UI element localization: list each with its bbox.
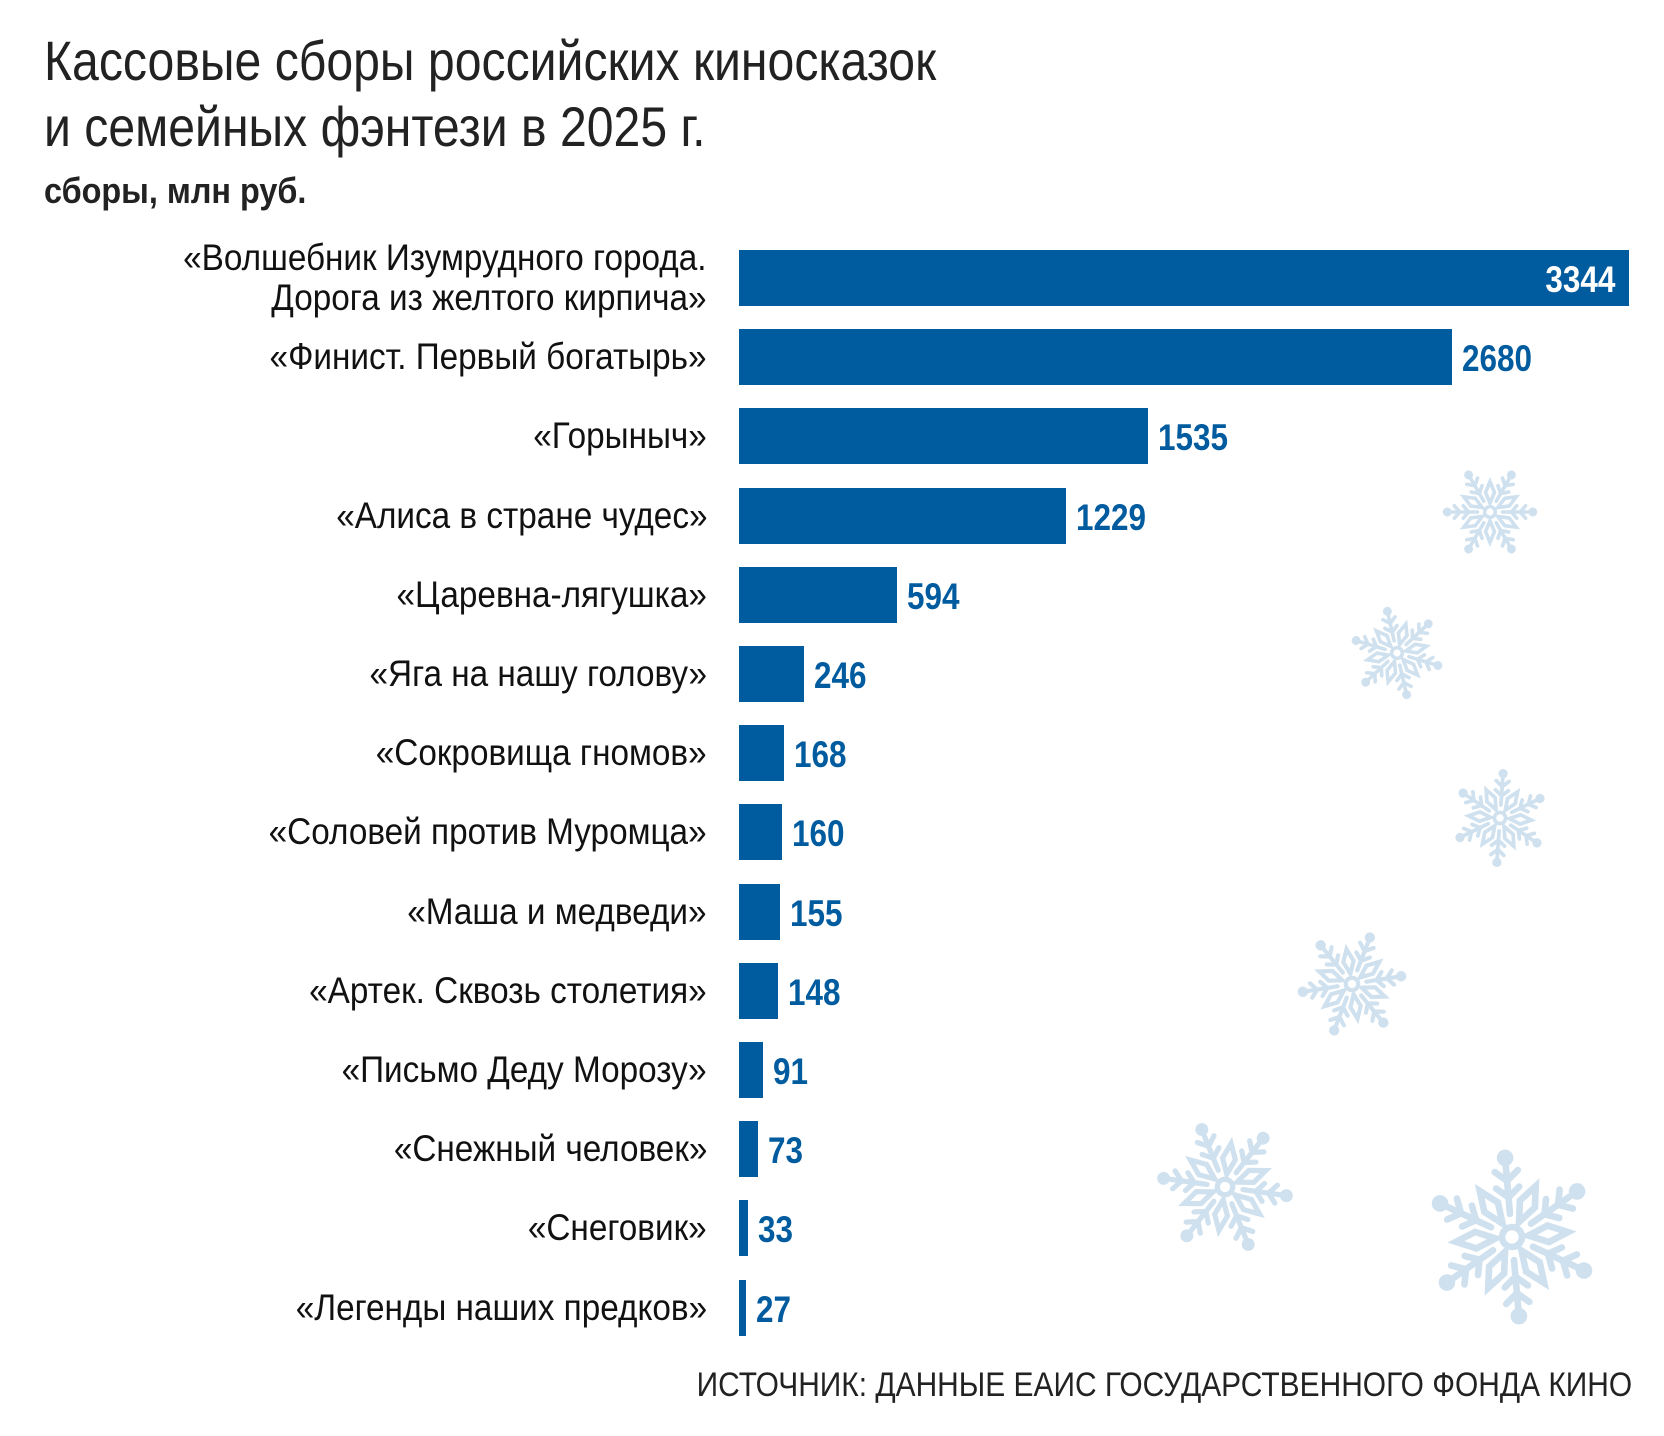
value-label: 73	[768, 1130, 804, 1172]
chart-title-line-1: Кассовые сборы российских киносказок	[44, 29, 937, 92]
value-label: 155	[790, 892, 843, 934]
category-label: «Артек. Сквозь столетия»	[309, 969, 707, 1011]
category-label: «Соловей против Муромца»	[269, 811, 707, 853]
snowflake-icon	[1442, 470, 1538, 554]
value-label: 594	[907, 575, 960, 617]
snowflake-icon	[1455, 768, 1545, 868]
chart-subtitle: сборы, млн руб.	[44, 170, 307, 211]
chart-title: Кассовые сборы российских киносказок и с…	[44, 28, 936, 160]
category-label: «Письмо Деду Морозу»	[341, 1049, 707, 1090]
snowflake-icon	[1157, 1123, 1293, 1251]
value-label: 160	[791, 813, 845, 855]
category-label: «Снеговик»	[528, 1207, 707, 1249]
value-label: 3344	[1545, 259, 1615, 300]
value-label: 1535	[1157, 417, 1228, 459]
snowflake-icon	[1351, 606, 1443, 700]
bar	[739, 1279, 747, 1336]
value-label: 27	[756, 1288, 792, 1330]
bar	[739, 566, 898, 623]
category-label: «Алиса в стране чудес»	[335, 494, 707, 536]
value-label: 2680	[1462, 338, 1533, 380]
value-label: 148	[788, 971, 841, 1013]
bar	[739, 1121, 759, 1178]
category-label: «Сокровища гномов»	[376, 732, 707, 774]
bar	[739, 487, 1067, 544]
value-label: 91	[773, 1051, 809, 1092]
bar	[739, 883, 781, 940]
bar	[739, 1042, 764, 1098]
value-label: 246	[814, 655, 867, 696]
category-label: «Царевна-лягушка»	[396, 573, 707, 615]
value-label: 1229	[1076, 496, 1147, 538]
bar	[739, 646, 805, 702]
category-label-line: Дорога из желтого кирпича»	[271, 277, 707, 318]
category-label: «Волшебник Изумрудного города. Дорога из …	[184, 238, 707, 318]
value-label: 168	[793, 734, 847, 776]
bar	[739, 329, 1453, 386]
bar	[739, 250, 1629, 306]
category-label-line: «Волшебник Изумрудного города.	[183, 237, 707, 278]
bar	[739, 962, 779, 1019]
value-label: 33	[757, 1209, 793, 1251]
bar	[739, 1200, 748, 1257]
category-label: «Яга на нашу голову»	[369, 653, 707, 694]
category-label: «Маша и медведи»	[407, 890, 707, 932]
bar	[739, 725, 784, 782]
snowflake-icon	[1297, 932, 1407, 1036]
bar	[739, 804, 782, 861]
category-label: «Финист. Первый богатырь»	[270, 336, 707, 378]
chart-title-line-2: и семейных фэнтези в 2025 г.	[44, 95, 706, 158]
category-label: «Снежный человек»	[393, 1128, 707, 1170]
source-note: ИСТОЧНИК: ДАННЫЕ ЕАИС ГОСУДАРСТВЕННОГО Ф…	[696, 1366, 1632, 1404]
snowflake-icon	[1431, 1149, 1593, 1325]
category-label: «Легенды наших предков»	[295, 1286, 707, 1328]
category-label: «Горыныч»	[533, 415, 707, 457]
bar	[739, 408, 1148, 465]
